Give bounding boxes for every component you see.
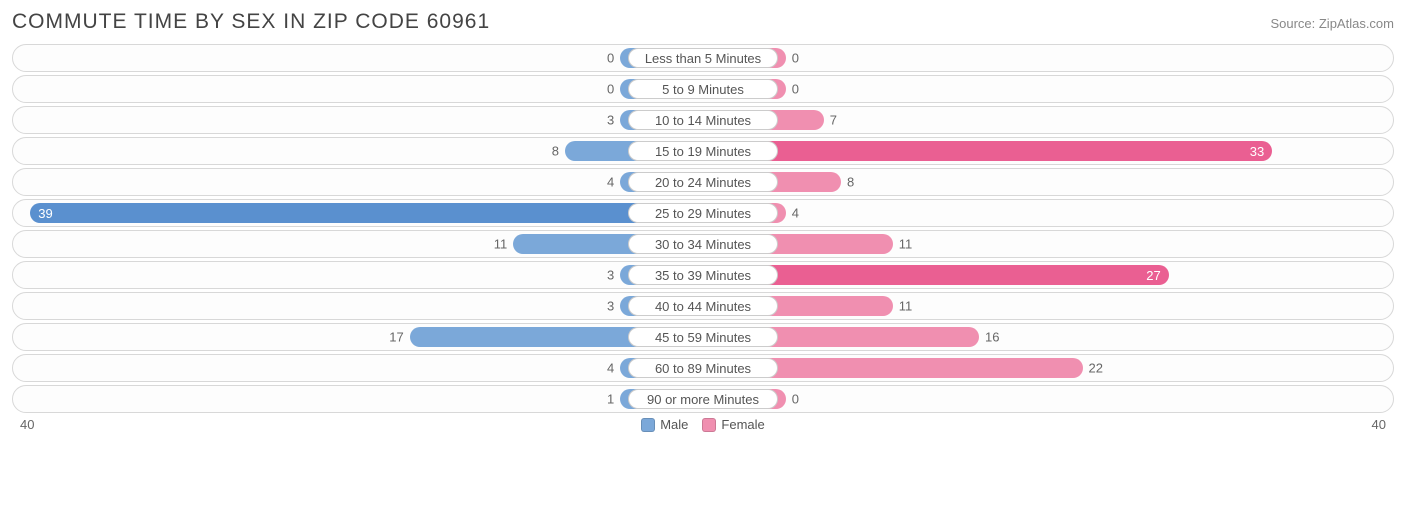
- category-pill: 20 to 24 Minutes: [628, 172, 778, 192]
- category-pill: 45 to 59 Minutes: [628, 327, 778, 347]
- chart-row: 27 3 35 to 39 Minutes: [12, 261, 1394, 289]
- category-pill: Less than 5 Minutes: [628, 48, 778, 68]
- chart-row: 4 22 60 to 89 Minutes: [12, 354, 1394, 382]
- category-pill: 35 to 39 Minutes: [628, 265, 778, 285]
- category-pill: 60 to 89 Minutes: [628, 358, 778, 378]
- bar-value-male: 4: [607, 175, 614, 190]
- bar-value-male: 17: [389, 330, 403, 345]
- bar-value-female: 33: [1250, 144, 1264, 159]
- bar-value-female: 11: [899, 237, 913, 252]
- chart-legend: Male Female: [641, 417, 765, 432]
- category-pill: 40 to 44 Minutes: [628, 296, 778, 316]
- legend-item-male: Male: [641, 417, 688, 432]
- bar-value-female: 0: [792, 392, 799, 407]
- bar-value-female: 8: [847, 175, 854, 190]
- legend-swatch-male: [641, 418, 655, 432]
- chart-row: 3 7 10 to 14 Minutes: [12, 106, 1394, 134]
- chart-title: COMMUTE TIME BY SEX IN ZIP CODE 60961: [12, 10, 490, 34]
- chart-row: 1 0 90 or more Minutes: [12, 385, 1394, 413]
- category-pill: 15 to 19 Minutes: [628, 141, 778, 161]
- legend-label-male: Male: [660, 417, 688, 432]
- bar-value-male: 4: [607, 361, 614, 376]
- bar-value-female: 11: [899, 299, 913, 314]
- bar-value-male: 11: [494, 237, 508, 252]
- legend-swatch-female: [702, 418, 716, 432]
- chart-header: COMMUTE TIME BY SEX IN ZIP CODE 60961 So…: [12, 8, 1394, 44]
- bar-value-male: 1: [607, 392, 614, 407]
- legend-item-female: Female: [702, 417, 764, 432]
- chart-axis: 40 Male Female 40: [12, 413, 1394, 432]
- bar-value-male: 3: [607, 113, 614, 128]
- bar-value-female: 22: [1089, 361, 1103, 376]
- bar-value-male: 0: [607, 51, 614, 66]
- category-pill: 5 to 9 Minutes: [628, 79, 778, 99]
- bar-value-female: 0: [792, 82, 799, 97]
- category-pill: 90 or more Minutes: [628, 389, 778, 409]
- bar-value-female: 27: [1146, 268, 1160, 283]
- bar-value-male: 3: [607, 268, 614, 283]
- legend-label-female: Female: [721, 417, 764, 432]
- chart-row: 11 11 30 to 34 Minutes: [12, 230, 1394, 258]
- chart-row: 0 0 Less than 5 Minutes: [12, 44, 1394, 72]
- axis-right-max: 40: [1372, 417, 1386, 432]
- bar-value-male: 8: [552, 144, 559, 159]
- category-pill: 25 to 29 Minutes: [628, 203, 778, 223]
- category-pill: 30 to 34 Minutes: [628, 234, 778, 254]
- bar-value-female: 4: [792, 206, 799, 221]
- category-pill: 10 to 14 Minutes: [628, 110, 778, 130]
- bar-value-male: 39: [38, 206, 52, 221]
- chart-row: 33 8 15 to 19 Minutes: [12, 137, 1394, 165]
- chart-container: COMMUTE TIME BY SEX IN ZIP CODE 60961 So…: [0, 0, 1406, 523]
- chart-source: Source: ZipAtlas.com: [1270, 16, 1394, 31]
- chart-rows: 0 0 Less than 5 Minutes 0 0 5 to 9 Minutes 3 7 1…: [12, 44, 1394, 413]
- source-prefix: Source:: [1270, 16, 1318, 31]
- bar-female: 33: [703, 141, 1272, 161]
- bar-male: 39: [30, 203, 703, 223]
- bar-value-female: 7: [830, 113, 837, 128]
- source-name: ZipAtlas.com: [1319, 16, 1394, 31]
- bar-value-male: 3: [607, 299, 614, 314]
- bar-value-female: 16: [985, 330, 999, 345]
- chart-row: 17 16 45 to 59 Minutes: [12, 323, 1394, 351]
- bar-value-male: 0: [607, 82, 614, 97]
- axis-left-max: 40: [20, 417, 34, 432]
- chart-row: 0 0 5 to 9 Minutes: [12, 75, 1394, 103]
- chart-row: 4 8 20 to 24 Minutes: [12, 168, 1394, 196]
- bar-value-female: 0: [792, 51, 799, 66]
- chart-row: 39 4 25 to 29 Minutes: [12, 199, 1394, 227]
- chart-row: 3 11 40 to 44 Minutes: [12, 292, 1394, 320]
